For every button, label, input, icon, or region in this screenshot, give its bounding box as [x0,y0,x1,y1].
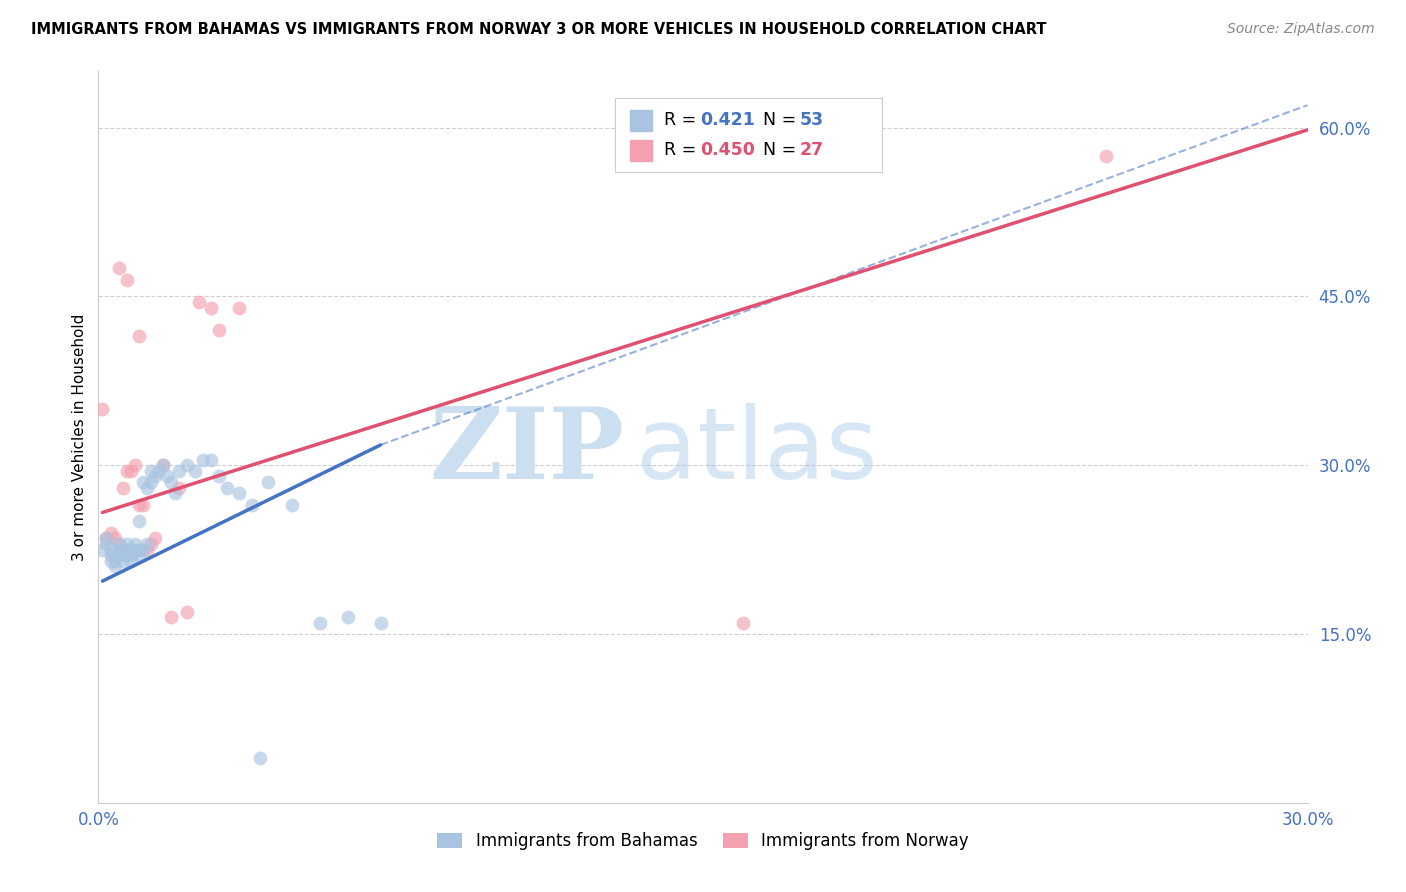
Text: R =: R = [664,141,702,160]
Text: 0.450: 0.450 [700,141,755,160]
Point [733,615,755,630]
Bar [630,140,652,161]
Point [103,559,125,574]
Point [208,469,231,483]
Point [115,272,138,286]
Point [115,464,138,478]
Point [124,537,146,551]
Point [103,548,125,562]
Point [240,498,263,512]
Point [176,458,198,473]
Point [167,481,190,495]
Point [160,475,183,489]
Point [135,537,157,551]
Point [132,542,155,557]
Point [200,452,222,467]
Point [1095,149,1118,163]
Legend: Immigrants from Bahamas, Immigrants from Norway: Immigrants from Bahamas, Immigrants from… [430,825,976,856]
FancyBboxPatch shape [614,98,882,172]
Point [128,515,150,529]
Point [337,610,360,624]
Point [184,464,207,478]
Text: N =: N = [763,112,803,129]
Point [249,751,271,765]
Point [115,537,138,551]
Point [228,301,250,315]
Point [100,554,122,568]
Point [128,498,150,512]
Point [143,469,166,483]
Point [139,537,162,551]
Point [163,486,186,500]
Point [135,542,157,557]
Point [111,548,134,562]
Point [103,554,125,568]
Point [100,548,122,562]
Point [193,452,215,467]
Point [281,498,304,512]
Point [91,542,114,557]
Y-axis label: 3 or more Vehicles in Household: 3 or more Vehicles in Household [72,313,87,561]
Text: 27: 27 [800,141,824,160]
Point [132,475,155,489]
Point [309,615,332,630]
Point [111,481,134,495]
Point [188,295,211,310]
Point [107,542,129,557]
Point [208,323,231,337]
Point [152,458,174,473]
Point [107,537,129,551]
Text: 0.421: 0.421 [700,112,755,129]
Point [96,537,118,551]
Point [107,261,129,276]
Point [107,548,129,562]
Point [228,486,250,500]
Point [135,481,157,495]
Point [132,498,155,512]
Point [256,475,278,489]
Point [111,542,134,557]
Point [100,525,122,540]
Point [148,464,170,478]
Point [217,481,239,495]
Text: Source: ZipAtlas.com: Source: ZipAtlas.com [1227,22,1375,37]
Point [100,542,122,557]
Point [128,328,150,343]
Point [115,542,138,557]
Point [115,548,138,562]
Point [176,605,198,619]
Text: R =: R = [664,112,702,129]
Point [124,458,146,473]
Text: N =: N = [763,141,803,160]
Point [128,548,150,562]
Point [96,532,118,546]
Point [120,554,142,568]
Point [139,475,162,489]
Text: IMMIGRANTS FROM BAHAMAS VS IMMIGRANTS FROM NORWAY 3 OR MORE VEHICLES IN HOUSEHOL: IMMIGRANTS FROM BAHAMAS VS IMMIGRANTS FR… [31,22,1046,37]
Point [120,548,142,562]
Point [370,615,392,630]
Point [160,610,183,624]
Point [156,469,179,483]
Text: 53: 53 [800,112,824,129]
Point [120,542,142,557]
Point [200,301,222,315]
Text: ZIP: ZIP [429,403,624,500]
Point [96,532,118,546]
Point [91,401,114,416]
Point [139,464,162,478]
Point [120,464,142,478]
Point [103,532,125,546]
Text: atlas: atlas [637,403,879,500]
Point [107,537,129,551]
Point [152,458,174,473]
Point [167,464,190,478]
Point [111,554,134,568]
Bar [630,110,652,130]
Point [124,542,146,557]
Point [128,542,150,557]
Point [143,532,166,546]
